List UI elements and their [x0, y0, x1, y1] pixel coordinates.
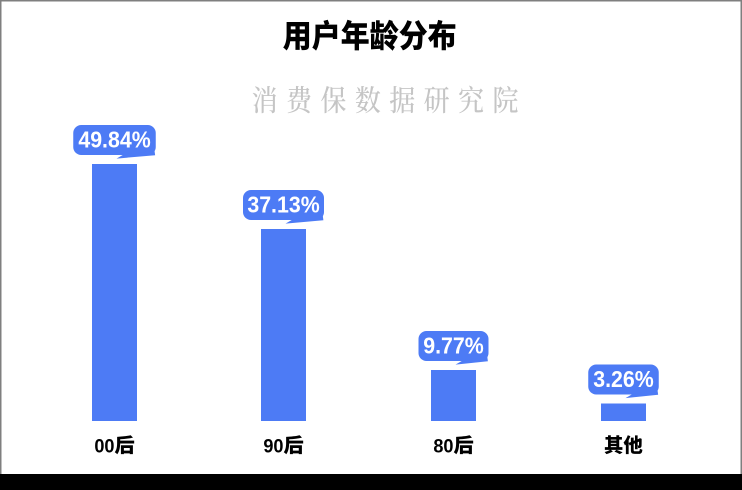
svg-text:37.13%: 37.13%	[247, 192, 320, 218]
svg-text:90: 90	[263, 435, 283, 457]
svg-text:80: 80	[433, 435, 453, 457]
svg-text:3.26%: 3.26%	[593, 366, 654, 392]
svg-text:9.77%: 9.77%	[423, 333, 484, 359]
svg-text:00: 00	[94, 435, 114, 457]
svg-text:49.84%: 49.84%	[78, 127, 151, 153]
